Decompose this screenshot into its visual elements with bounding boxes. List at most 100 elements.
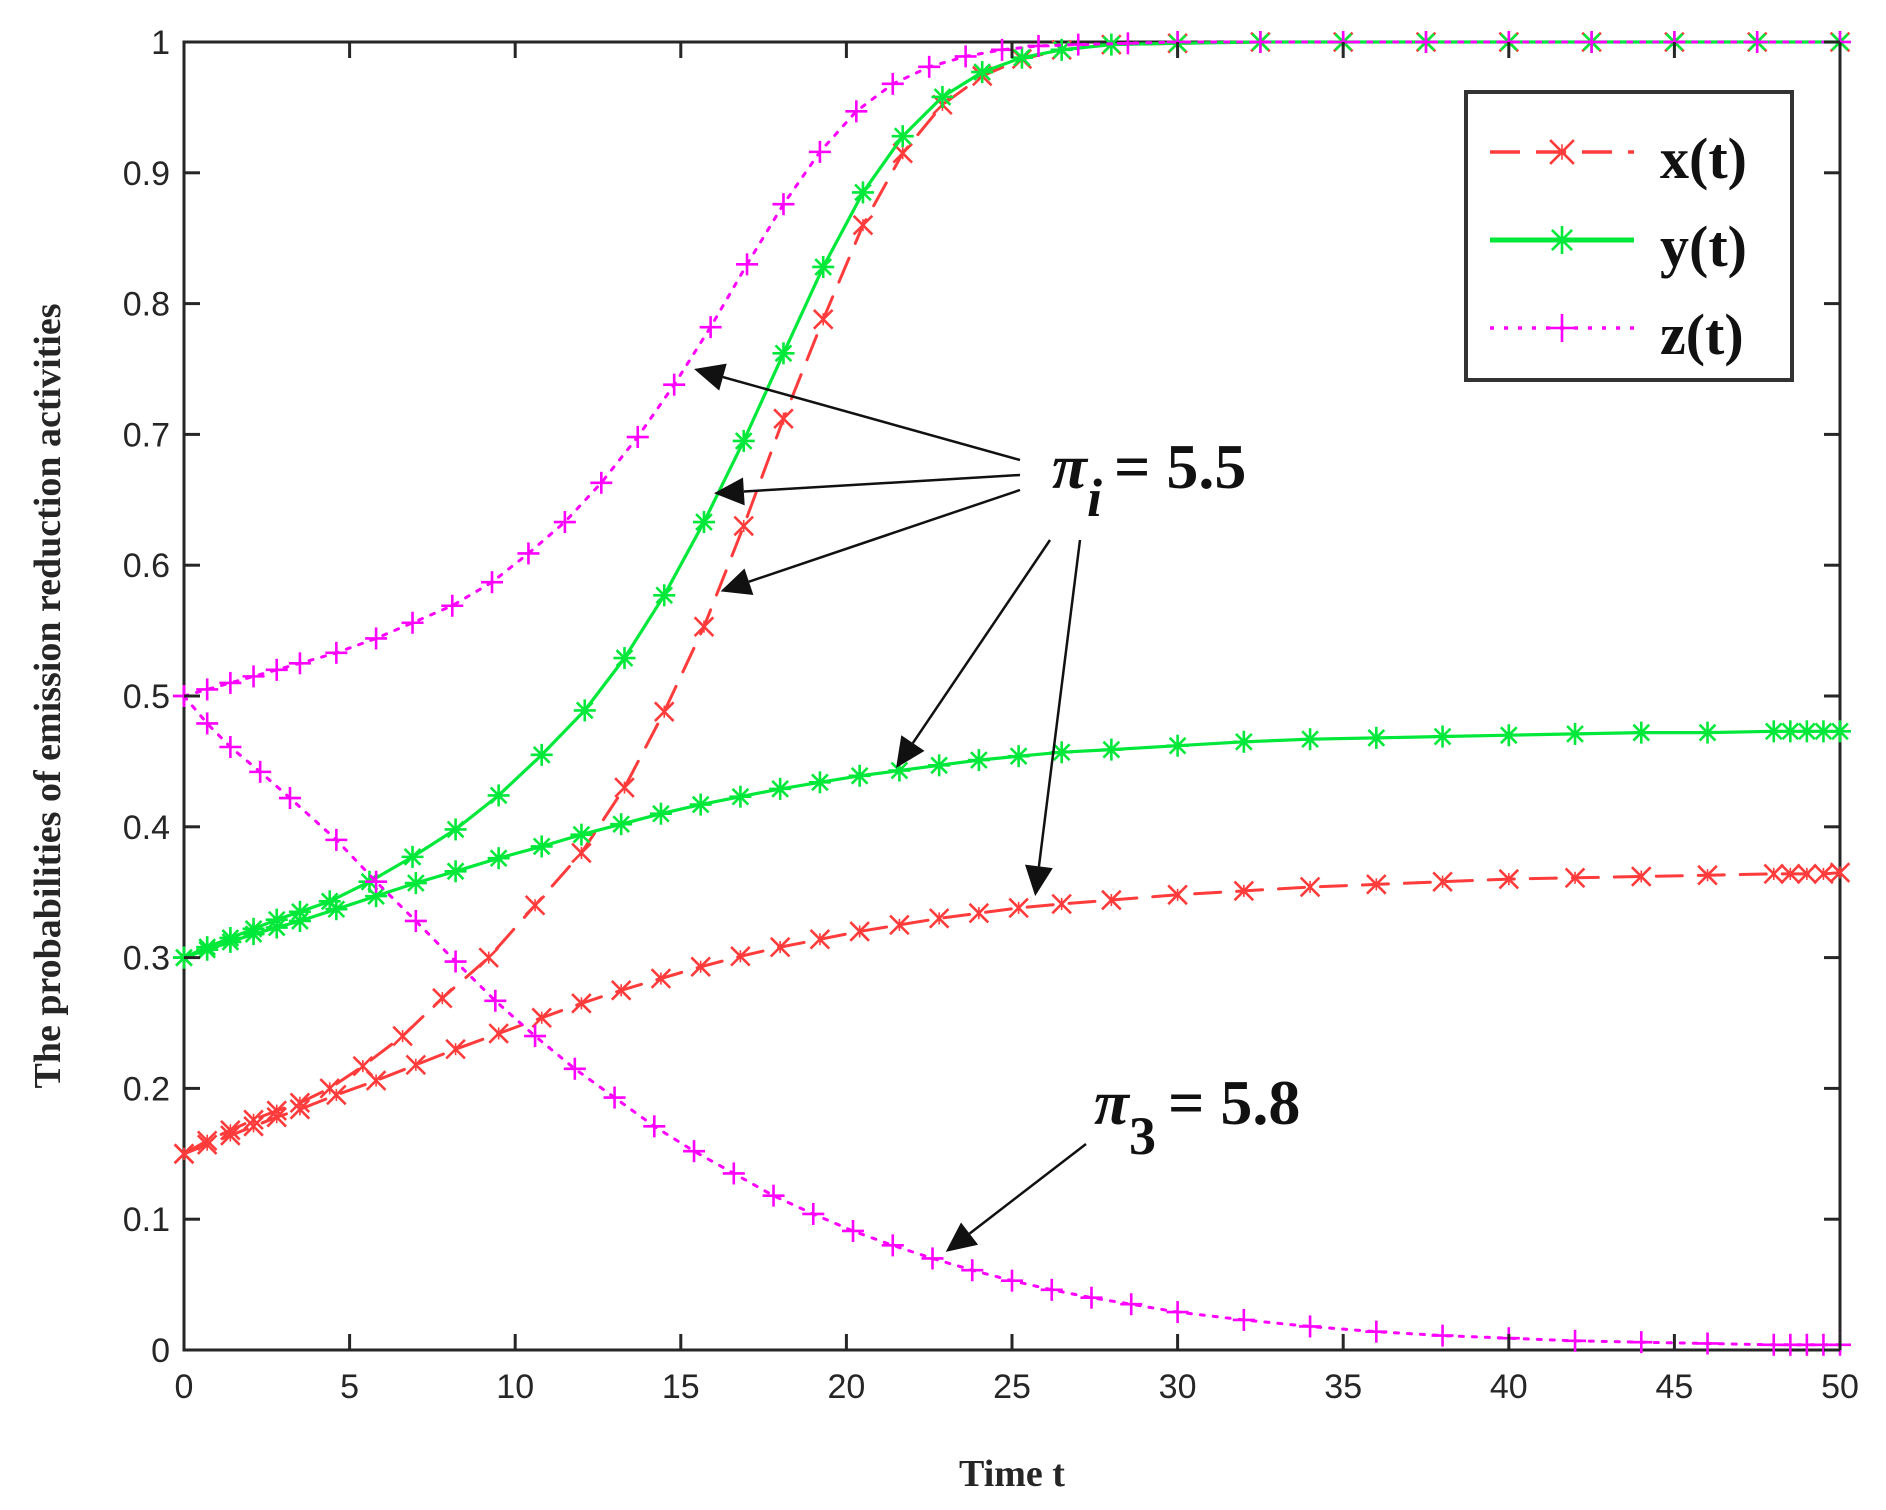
series-line xyxy=(182,694,1842,1347)
data-point xyxy=(219,671,242,694)
data-point xyxy=(842,1219,865,1242)
data-point xyxy=(971,61,994,84)
legend-marker xyxy=(1549,139,1575,165)
data-point xyxy=(699,316,722,339)
data-point xyxy=(773,408,794,429)
data-point xyxy=(729,785,752,808)
data-point xyxy=(852,214,874,236)
data-point xyxy=(1166,1301,1189,1324)
data-point xyxy=(1051,893,1072,915)
data-point xyxy=(478,947,499,968)
x-tick-label: 15 xyxy=(662,1368,700,1406)
data-point xyxy=(432,987,453,1009)
data-point xyxy=(173,1143,195,1165)
data-point xyxy=(196,1134,218,1155)
data-point xyxy=(762,1184,785,1207)
data-point xyxy=(614,777,635,798)
annotation-pi-i-value: = 5.5 xyxy=(1114,431,1246,502)
data-point xyxy=(1166,734,1189,757)
data-point xyxy=(571,842,592,864)
data-point xyxy=(1040,1278,1063,1301)
legend-samples xyxy=(1490,139,1634,342)
data-point xyxy=(689,793,712,816)
annotation-pi-i-symbol: π xyxy=(1052,431,1089,502)
data-point xyxy=(1746,31,1769,53)
y-tick-label: 0.4 xyxy=(123,809,170,847)
data-point xyxy=(1365,726,1388,749)
data-point xyxy=(849,921,870,942)
data-point xyxy=(265,916,288,939)
x-tick-label: 45 xyxy=(1655,1368,1693,1406)
legend-label-y: y(t) xyxy=(1660,214,1747,279)
data-point xyxy=(881,1234,904,1257)
legend-box xyxy=(1464,90,1794,382)
data-point xyxy=(401,845,424,868)
annotation-pi-3-value: = 5.8 xyxy=(1168,1067,1300,1138)
annotation-arrow xyxy=(945,1143,1087,1252)
data-point xyxy=(365,1070,387,1091)
data-point xyxy=(365,627,388,650)
data-point xyxy=(1796,863,1818,885)
data-point xyxy=(1233,880,1255,902)
data-point xyxy=(249,760,272,783)
data-point xyxy=(405,1054,427,1076)
y-tick-label: 0 xyxy=(151,1332,170,1370)
annotation-pi-i: πi = 5.5 xyxy=(1052,431,1246,528)
data-point xyxy=(487,784,510,807)
data-point xyxy=(1497,724,1520,747)
data-point xyxy=(653,584,676,607)
data-point xyxy=(404,909,427,932)
annotation-arrow xyxy=(713,473,1021,506)
data-point xyxy=(812,309,834,330)
data-point xyxy=(809,929,831,950)
annotation-pi-3: π3 = 5.8 xyxy=(1094,1067,1300,1166)
legend-label-x: x(t) xyxy=(1660,126,1747,191)
y-tick-label: 1 xyxy=(151,24,170,62)
data-point xyxy=(196,938,219,961)
data-point xyxy=(732,429,755,452)
data-point xyxy=(722,1162,745,1185)
data-point xyxy=(889,914,910,936)
data-point xyxy=(1631,866,1652,887)
data-point xyxy=(991,38,1014,61)
series-line xyxy=(182,729,1842,960)
data-point xyxy=(1431,1324,1454,1347)
data-point xyxy=(653,701,675,722)
data-point xyxy=(931,85,954,108)
series-yt-pi3 xyxy=(173,720,1851,969)
data-point xyxy=(570,823,593,846)
y-tick-label: 0.9 xyxy=(123,155,170,193)
data-point xyxy=(365,870,388,893)
y-tick-label: 0.8 xyxy=(123,286,170,324)
data-point xyxy=(288,652,311,675)
y-axis-title: The probabilities of emission reduction … xyxy=(27,304,69,1089)
data-point xyxy=(1232,1308,1255,1331)
legend-marker xyxy=(1548,226,1576,254)
data-point xyxy=(242,665,265,688)
x-tick-label: 25 xyxy=(993,1368,1031,1406)
data-point xyxy=(531,1007,552,1029)
data-point xyxy=(553,511,576,534)
data-point xyxy=(1580,31,1603,53)
data-point xyxy=(524,1025,547,1048)
data-point xyxy=(1780,863,1801,885)
data-point xyxy=(649,802,672,825)
data-point xyxy=(1167,884,1188,906)
data-point xyxy=(961,1259,984,1282)
data-point xyxy=(610,980,632,1001)
data-point xyxy=(918,55,941,78)
data-point xyxy=(1829,862,1851,883)
annotation-pi-3-symbol: π xyxy=(1094,1067,1131,1138)
data-point xyxy=(1100,738,1123,761)
data-point xyxy=(444,860,467,883)
annotation-arrow xyxy=(1025,539,1082,897)
data-point xyxy=(769,777,792,800)
data-point xyxy=(517,542,540,565)
data-point xyxy=(571,993,592,1014)
data-point xyxy=(196,712,219,735)
data-point xyxy=(954,45,977,68)
data-point xyxy=(326,1084,347,1106)
data-point xyxy=(404,872,427,895)
data-point xyxy=(325,898,348,921)
